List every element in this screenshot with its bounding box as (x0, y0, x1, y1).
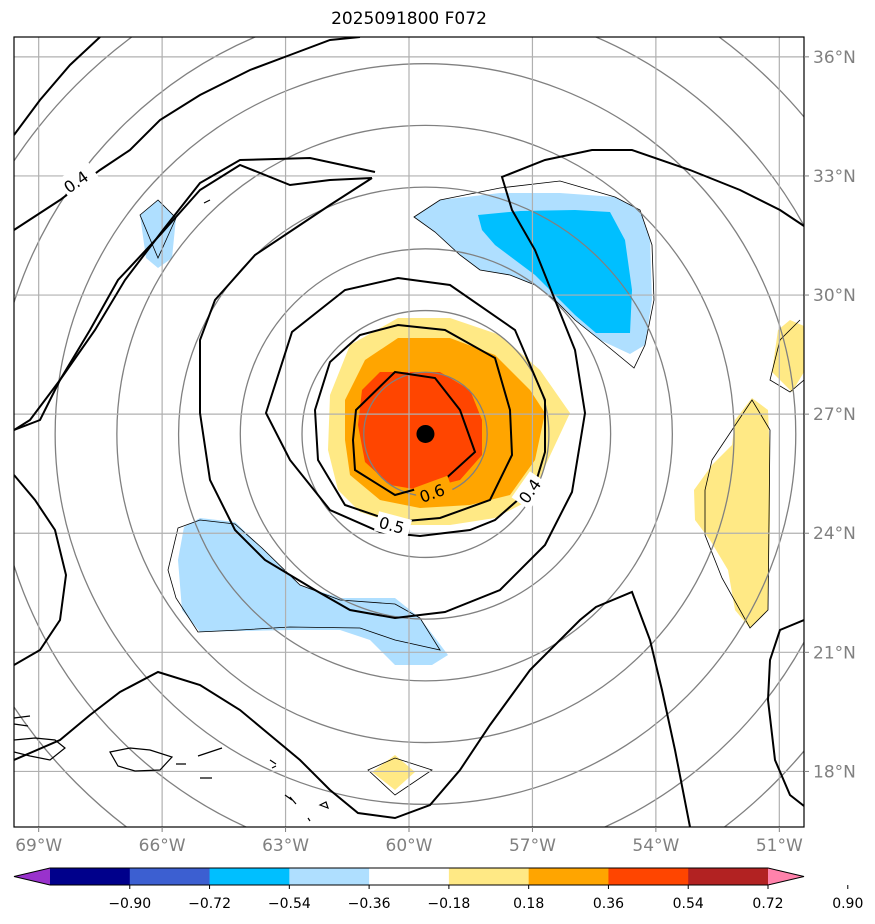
colorbar-tick-label: −0.36 (348, 896, 391, 912)
colorbar-tick-label: 0.36 (593, 896, 624, 912)
shading-layer (140, 193, 804, 790)
range-ring (54, 63, 797, 805)
lat-tick-label: 30°N (813, 286, 856, 306)
lat-tick-label: 33°N (813, 167, 856, 187)
latitude-ticks: 36°N 33°N 30°N 27°N 24°N 21°N 18°N (804, 48, 856, 782)
storm-center-marker (416, 424, 435, 443)
colorbar-tick-label: 0.72 (752, 896, 783, 912)
colorbar-extend-high (768, 868, 804, 885)
colorbar-tick-label: −0.72 (188, 896, 231, 912)
negative-anomaly-mid-ne (478, 210, 632, 333)
colorbar-tick-label: 0.18 (513, 896, 544, 912)
longitude-ticks: 69°W 66°W 63°W 60°W 57°W 54°W 51°W (15, 827, 803, 856)
lat-tick-label: 36°N (813, 48, 856, 68)
lon-tick-label: 60°W (386, 836, 433, 856)
lon-tick-label: 66°W (139, 836, 186, 856)
coastlines (14, 199, 329, 822)
negative-anomaly-light-sw (178, 518, 448, 665)
contour-outer (14, 149, 804, 620)
colorbar-tick-label: −0.90 (108, 896, 151, 912)
colorbar-segment (688, 868, 769, 885)
colorbar-segment (289, 868, 370, 885)
colorbar-segment (528, 868, 609, 885)
graticule (14, 37, 804, 827)
contour-0.4-ring (14, 156, 376, 431)
lon-tick-label: 63°W (262, 836, 309, 856)
colorbar-segment (608, 868, 689, 885)
range-ring (116, 124, 735, 744)
lat-tick-label: 18°N (813, 762, 856, 782)
colorbar-tick-label: 0.54 (673, 896, 704, 912)
contour-west-left (14, 474, 68, 666)
contour-0.4-inner (264, 276, 546, 538)
range-ring (239, 248, 612, 620)
contour-northwest (14, 37, 101, 136)
colorbar-segment (50, 868, 131, 885)
positive-anomaly-light-east (694, 398, 770, 628)
lon-tick-label: 51°W (756, 836, 803, 856)
colorbar-segment (369, 868, 450, 885)
colorbar-segment (448, 868, 530, 885)
lon-tick-label: 54°W (632, 836, 679, 856)
colorbar-segment (129, 868, 211, 885)
colorbar-tick-label: 0.90 (832, 896, 863, 912)
lon-tick-label: 69°W (15, 836, 62, 856)
lon-tick-label: 57°W (509, 836, 556, 856)
lat-tick-label: 21°N (813, 643, 856, 663)
range-ring (301, 309, 550, 559)
chart-title: 2025091800 F072 (331, 9, 487, 29)
range-ring (177, 186, 673, 682)
contour-southeast (766, 619, 804, 807)
contour-0.5 (313, 323, 514, 524)
colorbar-tick-label: −0.54 (268, 896, 311, 912)
lat-tick-label: 24°N (813, 524, 856, 544)
colorbar-tick-label: −0.18 (427, 896, 470, 912)
negative-anomaly-light-nw (140, 200, 176, 268)
lat-tick-label: 27°N (813, 405, 856, 425)
positive-anomaly-light-south (372, 755, 415, 790)
contour-lines (14, 37, 804, 827)
contour-southwest (14, 590, 691, 827)
colorbar-extend-low (14, 868, 50, 885)
colorbar: −0.90 −0.72 −0.54 −0.36 −0.18 0.18 0.36 0.54 0.7… (13, 867, 863, 912)
colorbar-segment (209, 868, 290, 885)
